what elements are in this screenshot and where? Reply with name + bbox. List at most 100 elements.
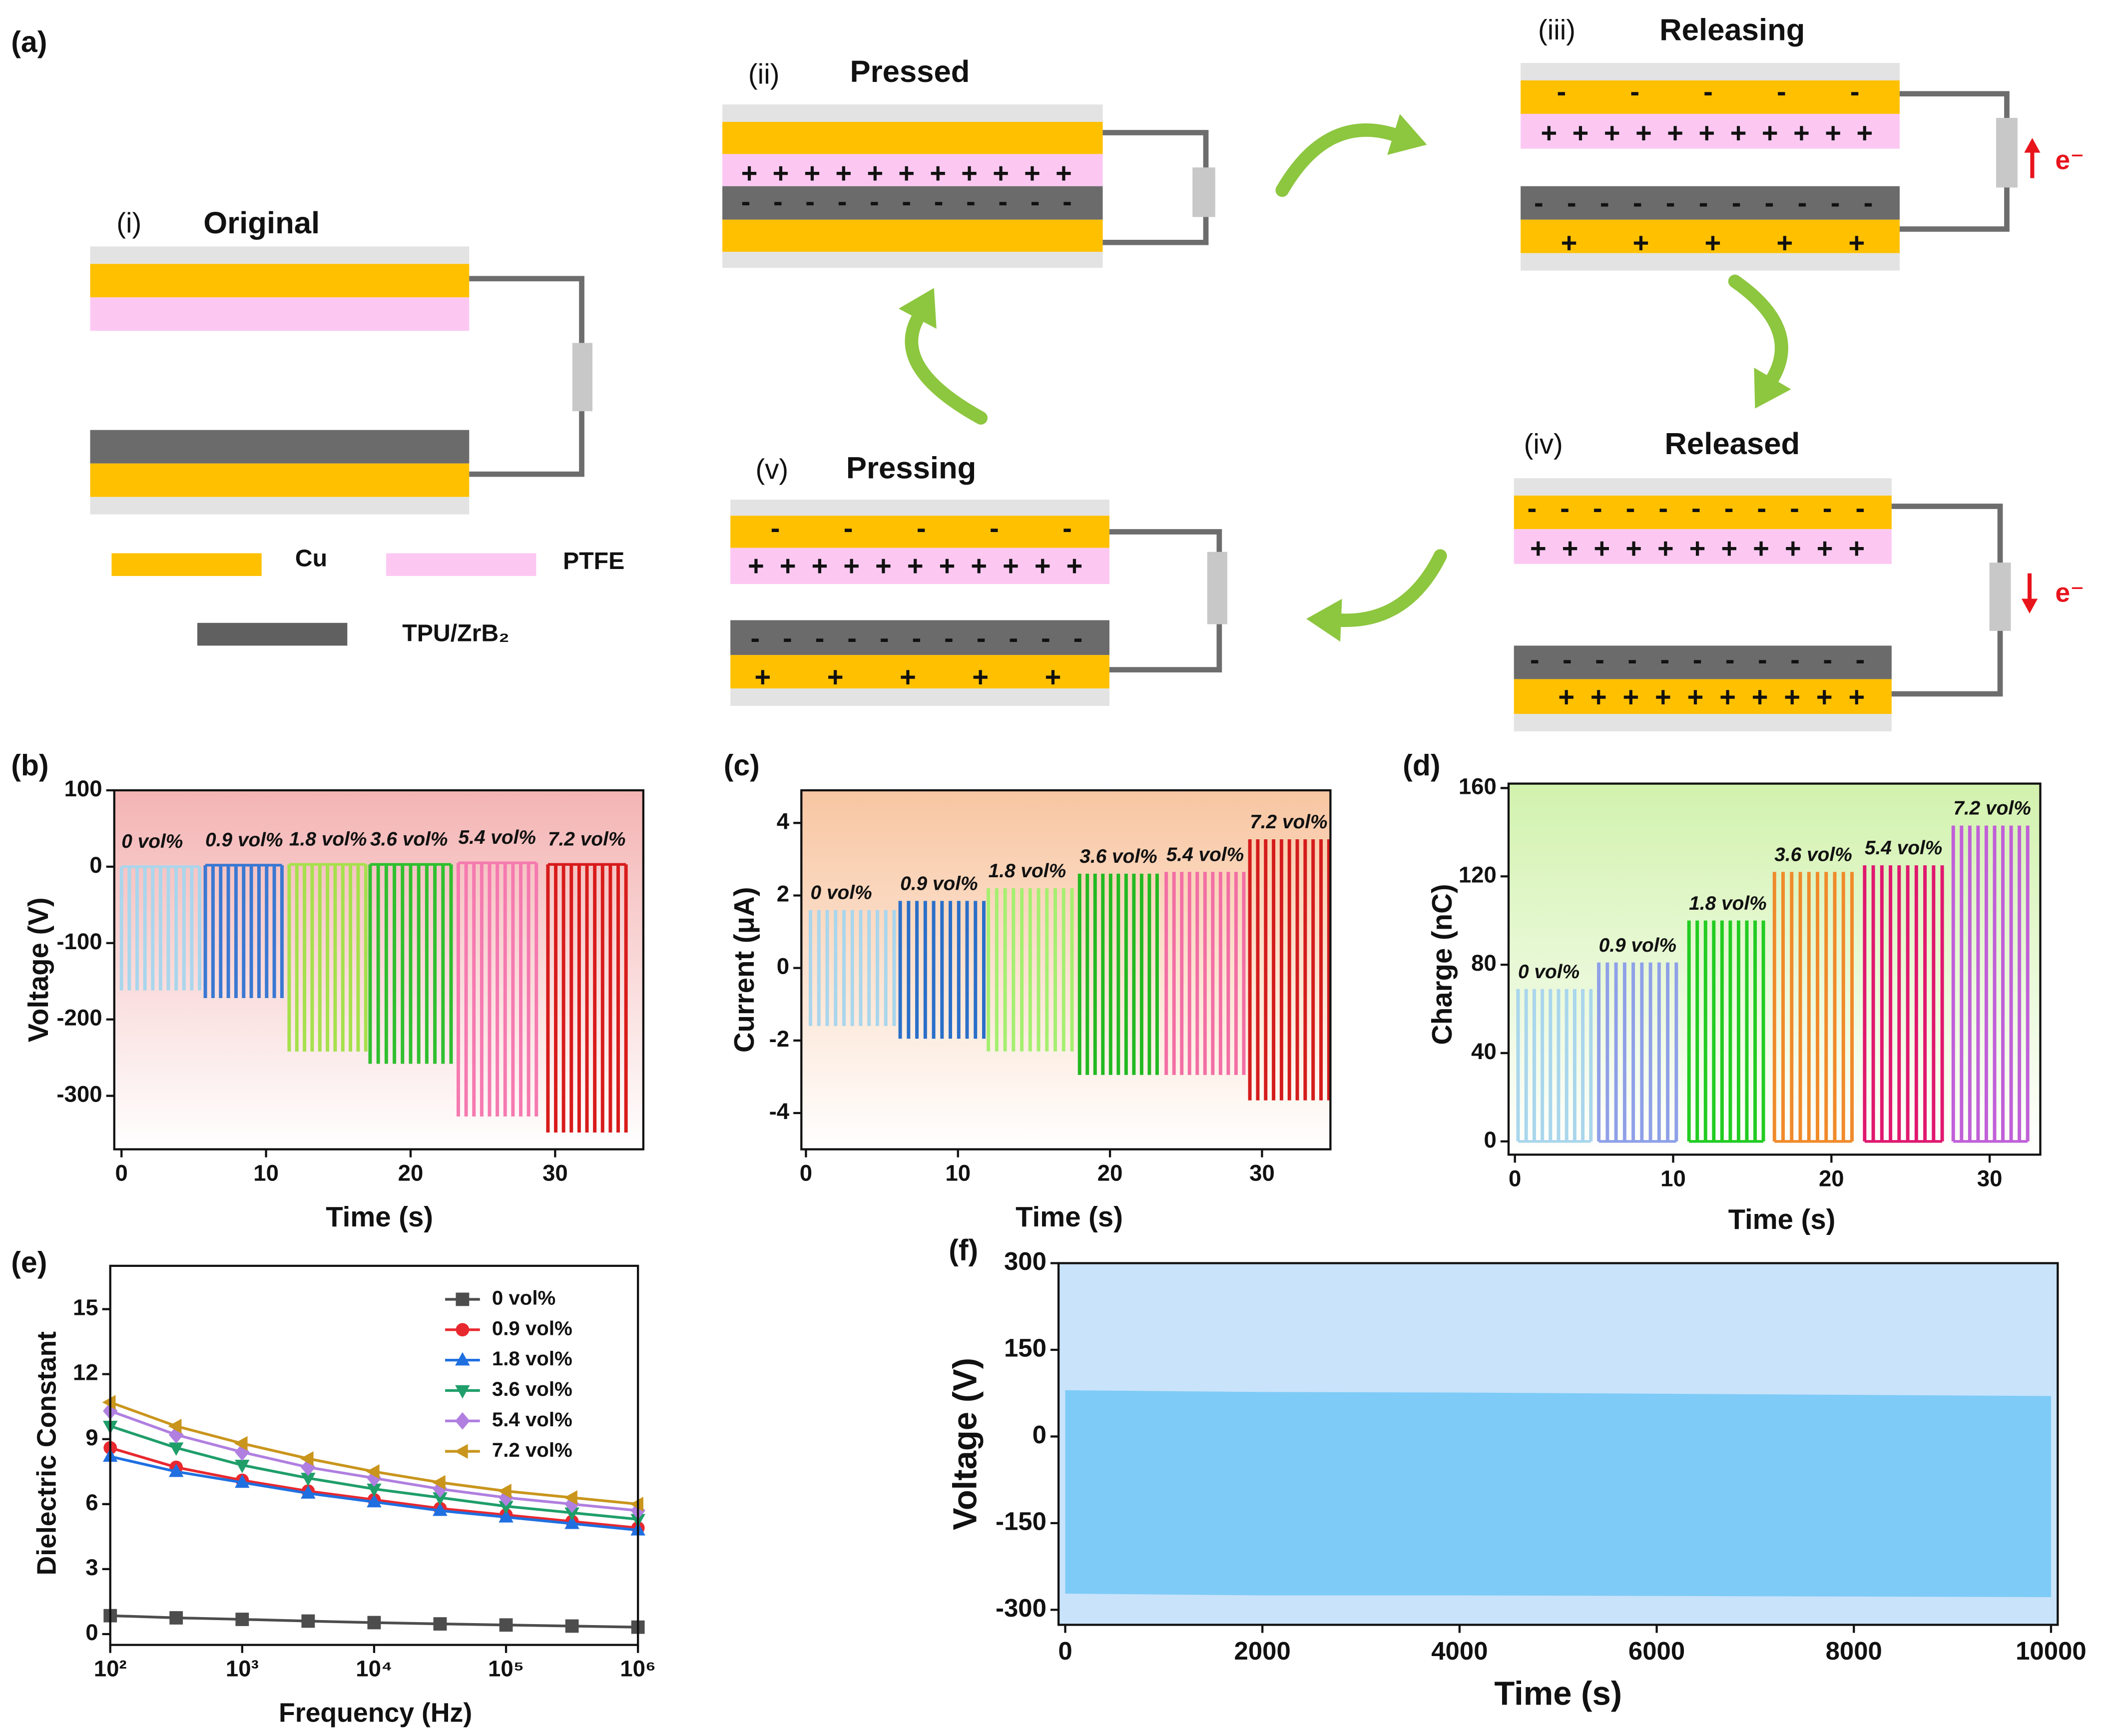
charge-row: - - - - - - - - - - - xyxy=(1530,643,1865,675)
series-label: 1.8 vol% xyxy=(289,828,367,850)
layer-g xyxy=(90,497,470,515)
y-tick-label: 160 xyxy=(1459,773,1497,799)
layer-tpu xyxy=(90,430,470,464)
cycle-arrow xyxy=(1728,274,1788,385)
layer-g xyxy=(90,246,470,264)
y-tick-label: 3 xyxy=(85,1555,98,1580)
layer-tpu xyxy=(1521,186,1900,220)
x-axis-title: Time (s) xyxy=(1494,1675,1622,1712)
x-tick-label: 10⁶ xyxy=(620,1656,656,1682)
series-label: 7.2 vol% xyxy=(1953,798,2031,819)
plot-frame xyxy=(800,789,1332,1151)
electron-arrow-head xyxy=(2021,598,2038,614)
panel-label: (f) xyxy=(949,1234,978,1267)
legend-swatch xyxy=(386,553,536,576)
marker xyxy=(498,1484,512,1499)
x-axis-title: Time (s) xyxy=(1728,1203,1836,1235)
marker xyxy=(235,1474,250,1488)
layer-g xyxy=(1521,63,1900,80)
legend-label: 5.4 vol% xyxy=(492,1408,572,1431)
marker xyxy=(102,1395,116,1410)
x-tick-label: 0 xyxy=(800,1160,812,1186)
marker xyxy=(168,1418,182,1434)
legend-label: 0.9 vol% xyxy=(492,1317,572,1339)
series-label: 5.4 vol% xyxy=(1865,837,1943,859)
layer-g xyxy=(1514,478,1892,496)
marker xyxy=(433,1492,448,1506)
resistor xyxy=(1207,552,1227,624)
stage-number: (iii) xyxy=(1538,14,1576,45)
stage-title: Releasing xyxy=(1659,13,1805,47)
plot-frame xyxy=(1057,1262,2059,1626)
marker xyxy=(366,1464,380,1479)
x-tick-label: 30 xyxy=(1249,1160,1275,1186)
charge-row: - - - - - - - - - - - xyxy=(741,185,1072,217)
panel-label: (c) xyxy=(724,749,760,782)
series-label: 7.2 vol% xyxy=(1250,811,1328,833)
series-label: 0 vol% xyxy=(121,831,183,852)
marker xyxy=(455,1352,470,1366)
stage-title: Original xyxy=(203,206,320,240)
signal-envelope xyxy=(1065,1390,2051,1597)
layer-cu xyxy=(730,655,1109,689)
y-tick-label: -100 xyxy=(56,929,102,954)
y-tick-label: 300 xyxy=(1004,1247,1047,1275)
plot-frame xyxy=(1507,782,2042,1156)
panel-label: (e) xyxy=(11,1246,47,1279)
layer-cu xyxy=(1521,80,1900,114)
legend-label: Cu xyxy=(295,545,327,572)
x-tick-label: 10 xyxy=(1660,1165,1686,1191)
y-axis-title: Voltage (V) xyxy=(946,1358,984,1530)
legend-label: 3.6 vol% xyxy=(492,1378,572,1400)
x-tick-label: 10² xyxy=(94,1656,127,1682)
marker xyxy=(432,1475,446,1490)
x-tick-label: 10⁴ xyxy=(356,1656,392,1682)
plot-frame xyxy=(113,789,645,1151)
y-tick-label: 12 xyxy=(73,1360,98,1385)
x-tick-label: 2000 xyxy=(1234,1637,1291,1665)
x-axis-title: Time (s) xyxy=(1016,1201,1123,1232)
stage-number: (ii) xyxy=(748,58,780,90)
legend-label: 7.2 vol% xyxy=(492,1439,572,1461)
marker xyxy=(455,1412,470,1430)
panel-label: (a) xyxy=(11,26,47,58)
y-tick-label: -150 xyxy=(996,1507,1047,1535)
layer-g xyxy=(1521,253,1900,271)
legend-swatch xyxy=(111,553,262,576)
y-tick-label: 4 xyxy=(777,808,790,834)
series-label: 3.6 vol% xyxy=(1079,846,1157,867)
x-tick-label: 0 xyxy=(1509,1165,1521,1191)
y-tick-label: -200 xyxy=(56,1005,102,1031)
x-tick-label: 10³ xyxy=(226,1656,259,1682)
electron-label: e⁻ xyxy=(2055,145,2084,175)
layer-cu xyxy=(722,122,1103,154)
marker xyxy=(499,1618,513,1632)
y-tick-label: 0 xyxy=(89,852,102,878)
stage-title: Pressed xyxy=(850,54,970,89)
y-tick-label: 120 xyxy=(1459,862,1497,887)
cycle-arrow xyxy=(905,312,988,425)
layer-pt xyxy=(90,297,470,331)
marker xyxy=(456,1323,470,1337)
y-tick-label: 80 xyxy=(1471,950,1497,976)
y-tick-label: 40 xyxy=(1471,1039,1497,1064)
marker xyxy=(564,1507,579,1521)
cycle-arrow-head xyxy=(1306,598,1342,642)
marker xyxy=(455,1385,470,1399)
resistor xyxy=(1996,117,2018,188)
y-tick-label: 100 xyxy=(64,776,102,801)
x-tick-label: 6000 xyxy=(1628,1637,1685,1665)
x-tick-label: 30 xyxy=(542,1160,568,1186)
layer-pt xyxy=(730,548,1109,584)
charge-row: + + + + + + + + + + xyxy=(1558,681,1865,713)
panel-label: (b) xyxy=(11,749,48,782)
y-tick-label: 0 xyxy=(1484,1127,1497,1153)
charge-row: + + + + + xyxy=(754,661,1061,692)
resistor xyxy=(1989,563,2011,631)
wire xyxy=(469,276,584,477)
marker xyxy=(454,1444,468,1459)
layer-g xyxy=(730,500,1109,516)
series-label: 5.4 vol% xyxy=(458,827,536,848)
stage-number: (v) xyxy=(755,454,788,485)
